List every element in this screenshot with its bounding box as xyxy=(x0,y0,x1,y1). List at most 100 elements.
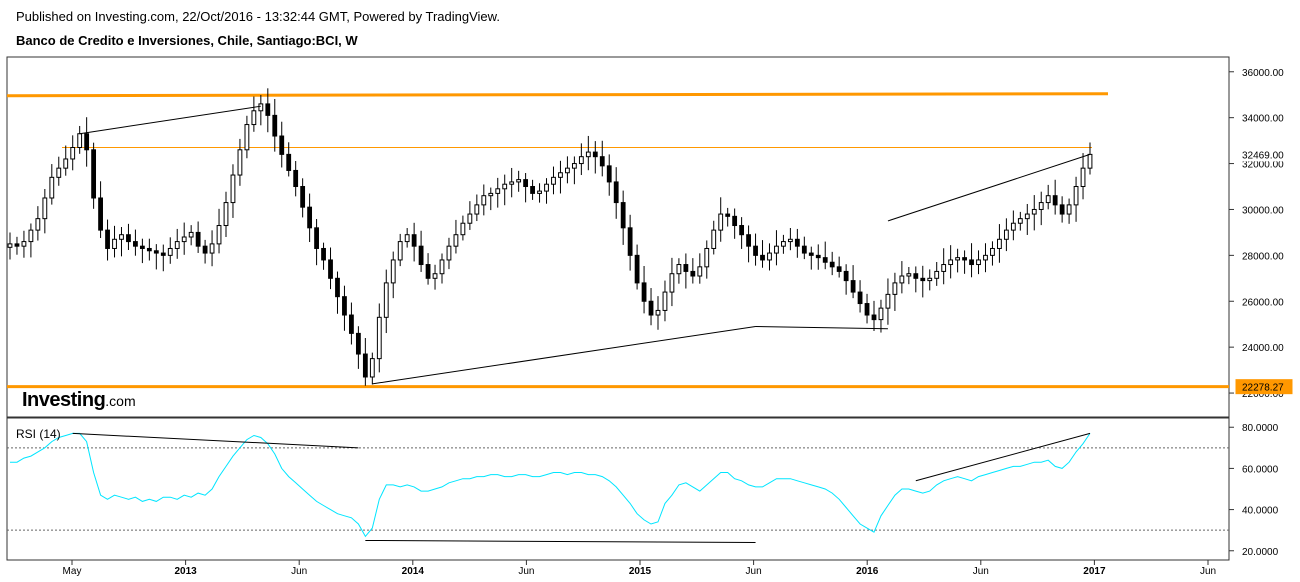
candle-body xyxy=(565,167,570,174)
candle xyxy=(836,256,842,278)
candle xyxy=(927,269,933,291)
candle-body xyxy=(314,227,319,249)
candle-body xyxy=(286,153,292,171)
candle xyxy=(1066,198,1072,224)
candle xyxy=(376,303,382,373)
trend-line xyxy=(755,326,888,330)
price-tick-label: 30000.00 xyxy=(1242,205,1284,216)
candle-body xyxy=(732,215,738,227)
candle-body xyxy=(906,273,912,277)
candle xyxy=(460,215,466,241)
candle xyxy=(119,227,124,257)
candle xyxy=(920,265,926,298)
candle-body xyxy=(181,236,187,243)
candle-body xyxy=(1073,186,1079,206)
candle-body xyxy=(321,247,326,261)
candle-body xyxy=(948,259,954,266)
candle xyxy=(188,225,194,246)
candle xyxy=(732,208,738,239)
candle-body xyxy=(474,204,480,215)
candle xyxy=(1003,218,1009,252)
candle-body xyxy=(822,257,828,263)
candle-body xyxy=(990,247,995,256)
candle-body xyxy=(383,282,389,318)
candle-body xyxy=(1066,204,1072,215)
candle xyxy=(571,156,577,185)
candle-body xyxy=(56,167,62,178)
candle-body xyxy=(969,259,974,266)
candle xyxy=(1052,179,1058,215)
candle-body xyxy=(1052,195,1058,206)
candle-body xyxy=(63,158,69,169)
candle xyxy=(892,272,898,311)
candle xyxy=(606,154,612,196)
candle xyxy=(216,208,222,254)
candle-body xyxy=(425,264,431,279)
candle-body xyxy=(523,179,529,188)
candle xyxy=(272,98,278,152)
candle xyxy=(139,238,145,264)
candle xyxy=(160,244,166,272)
candle xyxy=(1017,211,1023,231)
rsi-trend-line xyxy=(365,539,756,544)
candle-body xyxy=(126,234,131,243)
candle-body xyxy=(690,270,696,277)
candle xyxy=(383,269,389,334)
candle-body xyxy=(955,257,961,261)
candle xyxy=(1080,153,1086,200)
candle-body xyxy=(265,103,271,116)
candle-body xyxy=(662,291,668,311)
candle xyxy=(153,244,159,270)
candle-body xyxy=(962,257,967,261)
candle-body xyxy=(216,225,222,245)
candle xyxy=(481,184,487,216)
candle xyxy=(28,223,34,258)
candle-body xyxy=(202,245,208,254)
candle-body xyxy=(244,124,250,151)
candle-body xyxy=(488,192,494,197)
candle xyxy=(746,225,751,263)
candle xyxy=(21,230,27,258)
rsi-tick-label: 80.0000 xyxy=(1242,423,1279,434)
candle xyxy=(864,293,870,324)
candle-body xyxy=(355,332,361,355)
candle-body xyxy=(467,213,473,224)
candle-body xyxy=(174,241,180,249)
candle xyxy=(669,257,675,307)
candle-body xyxy=(167,247,173,256)
candle-body xyxy=(342,296,347,316)
candle xyxy=(14,236,20,255)
candle xyxy=(265,88,271,133)
candle xyxy=(7,232,13,260)
candle xyxy=(767,243,772,271)
candle-body xyxy=(725,213,731,217)
x-tick-label: 2016 xyxy=(856,566,879,577)
candle-body xyxy=(676,264,682,275)
candle xyxy=(829,251,835,276)
candle xyxy=(335,271,340,314)
candle xyxy=(934,262,940,286)
candle xyxy=(98,181,103,239)
candle-body xyxy=(620,202,626,229)
candle xyxy=(328,247,333,290)
candle xyxy=(655,296,661,330)
candle xyxy=(822,241,828,270)
candle xyxy=(244,115,250,159)
candle-body xyxy=(418,245,424,266)
candle xyxy=(627,214,633,271)
candle-body xyxy=(753,245,758,256)
candle-body xyxy=(328,259,333,279)
candle-body xyxy=(258,103,264,112)
candle xyxy=(112,225,117,258)
candle-body xyxy=(481,195,487,206)
candle xyxy=(787,227,793,251)
price-pane-border xyxy=(6,56,1230,418)
candle xyxy=(620,190,626,245)
candle-body xyxy=(976,259,981,266)
candle xyxy=(502,174,508,206)
candle-body xyxy=(599,156,605,167)
candle-body xyxy=(927,277,933,282)
candle-body xyxy=(91,149,97,199)
candle-body xyxy=(864,303,870,316)
